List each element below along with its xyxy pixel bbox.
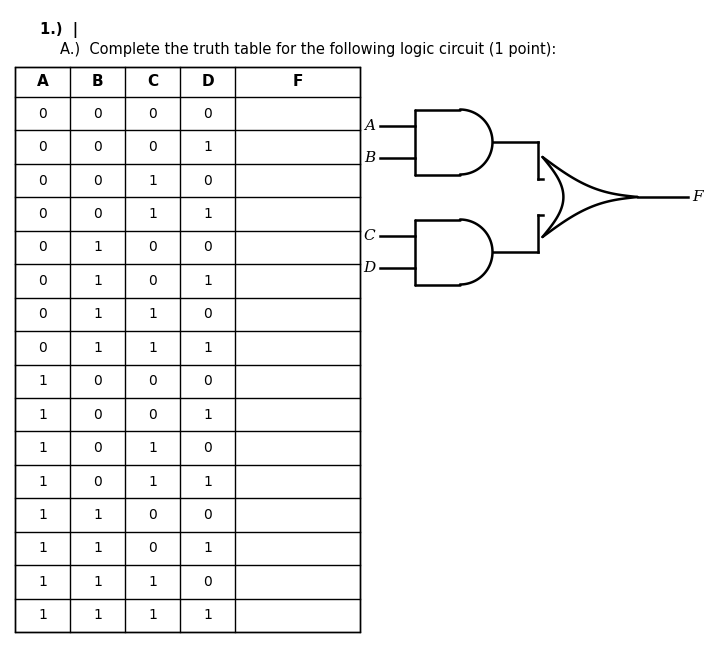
Text: 0: 0 [38, 207, 47, 221]
Text: 1.)  |: 1.) | [40, 22, 78, 38]
Text: 1: 1 [38, 575, 47, 589]
Text: 1: 1 [203, 475, 212, 488]
Text: B: B [363, 151, 375, 165]
Text: 1: 1 [148, 475, 157, 488]
Text: 0: 0 [203, 173, 212, 188]
Text: 0: 0 [203, 241, 212, 254]
Text: F: F [692, 190, 703, 204]
Text: B: B [92, 74, 104, 89]
Text: 0: 0 [148, 274, 157, 288]
Text: 1: 1 [203, 341, 212, 355]
Text: D: D [201, 74, 214, 89]
Text: 1: 1 [93, 307, 102, 321]
Text: 1: 1 [93, 608, 102, 622]
Text: 0: 0 [38, 140, 47, 154]
Text: 0: 0 [93, 207, 102, 221]
Text: 1: 1 [93, 341, 102, 355]
Text: 0: 0 [203, 307, 212, 321]
Text: 1: 1 [93, 541, 102, 556]
Text: F: F [292, 74, 303, 89]
Text: 1: 1 [93, 241, 102, 254]
Text: 0: 0 [203, 441, 212, 455]
Text: A: A [37, 74, 49, 89]
Text: 0: 0 [93, 475, 102, 488]
Text: 1: 1 [203, 408, 212, 422]
Text: 0: 0 [203, 107, 212, 121]
Text: C: C [363, 229, 375, 243]
Text: 1: 1 [203, 608, 212, 622]
Text: 1: 1 [148, 341, 157, 355]
Text: 0: 0 [148, 408, 157, 422]
Text: 0: 0 [93, 173, 102, 188]
Text: 1: 1 [148, 608, 157, 622]
Bar [15, 67, 360, 632]
Text: 0: 0 [203, 374, 212, 388]
Text: 0: 0 [93, 140, 102, 154]
Text: 1: 1 [38, 608, 47, 622]
Text: 0: 0 [38, 307, 47, 321]
Text: 0: 0 [38, 341, 47, 355]
Text: 1: 1 [203, 140, 212, 154]
Text: A: A [364, 119, 375, 133]
Text: 0: 0 [148, 541, 157, 556]
Text: 0: 0 [148, 107, 157, 121]
Text: 1: 1 [148, 575, 157, 589]
Text: 1: 1 [38, 475, 47, 488]
Text: 0: 0 [93, 374, 102, 388]
Text: 1: 1 [93, 274, 102, 288]
Text: 1: 1 [93, 508, 102, 522]
Text: 0: 0 [38, 173, 47, 188]
Text: 0: 0 [38, 274, 47, 288]
Text: 0: 0 [38, 241, 47, 254]
Text: 1: 1 [38, 374, 47, 388]
Text: 1: 1 [38, 441, 47, 455]
Text: 0: 0 [148, 374, 157, 388]
Text: 1: 1 [148, 441, 157, 455]
Text: C: C [147, 74, 158, 89]
Text: 0: 0 [93, 441, 102, 455]
Text: 1: 1 [148, 207, 157, 221]
Text: 1: 1 [38, 541, 47, 556]
Text: 1: 1 [203, 207, 212, 221]
Text: 0: 0 [148, 508, 157, 522]
Text: 1: 1 [93, 575, 102, 589]
Text: 1: 1 [148, 307, 157, 321]
Text: D: D [363, 261, 375, 275]
Text: 0: 0 [93, 107, 102, 121]
Text: A.)  Complete the truth table for the following logic circuit (1 point):: A.) Complete the truth table for the fol… [60, 42, 556, 57]
Text: 1: 1 [38, 508, 47, 522]
Text: 0: 0 [203, 575, 212, 589]
Text: 1: 1 [38, 408, 47, 422]
Text: 1: 1 [203, 274, 212, 288]
Text: 0: 0 [148, 140, 157, 154]
Text: 1: 1 [203, 541, 212, 556]
Text: 0: 0 [203, 508, 212, 522]
Text: 0: 0 [148, 241, 157, 254]
Text: 0: 0 [93, 408, 102, 422]
Text: 0: 0 [38, 107, 47, 121]
Text: 1: 1 [148, 173, 157, 188]
